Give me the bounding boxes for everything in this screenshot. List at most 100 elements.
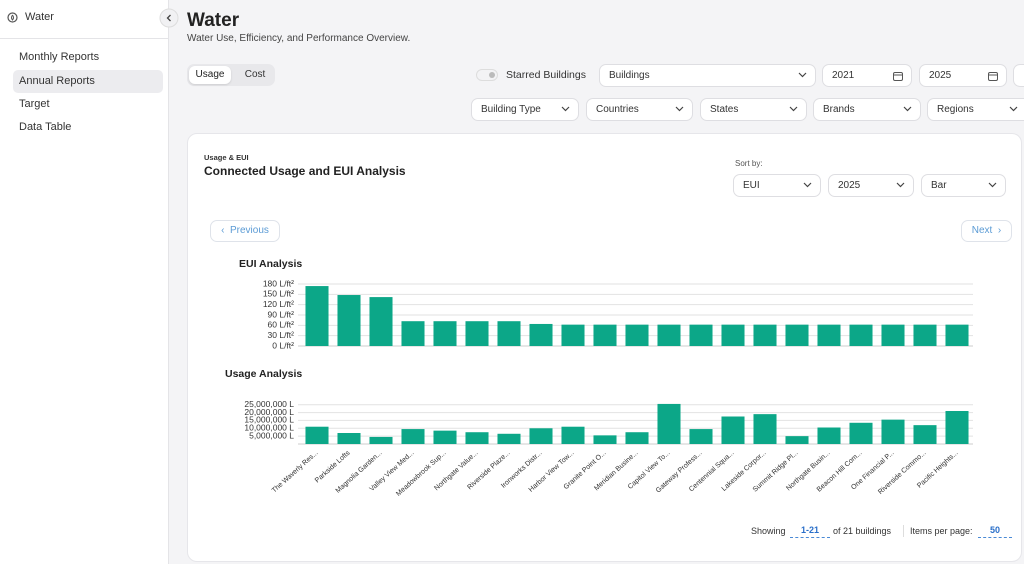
dropdown-text: Regions [937, 104, 974, 115]
bar [529, 323, 553, 346]
bar [881, 324, 905, 346]
dropdown-text: Building Type [481, 104, 541, 115]
y-tick-label: 60 L/ft² [268, 320, 295, 330]
bar [689, 429, 713, 444]
buildings-dropdown[interactable]: Buildings [599, 64, 816, 87]
y-tick-label: 10,000,000 L [244, 423, 294, 433]
pagination-total: of 21 buildings [833, 526, 892, 536]
y-tick-label: 25,000,000 L [244, 399, 294, 409]
bar [337, 295, 361, 346]
y-tick-label: 90 L/ft² [268, 309, 295, 319]
bar [657, 403, 681, 444]
separator [903, 525, 904, 537]
bar [433, 321, 457, 346]
bar [881, 419, 905, 444]
dropdown-text: Countries [596, 104, 639, 115]
bar [561, 324, 585, 346]
card-title: Connected Usage and EUI Analysis [204, 164, 406, 178]
bar [945, 411, 969, 444]
bar [625, 324, 649, 346]
y-tick-label: 5,000,000 L [249, 430, 294, 440]
bar [337, 433, 361, 444]
collapse-button[interactable] [159, 8, 179, 28]
dropdown-text: Brands [823, 104, 855, 115]
bar [817, 427, 841, 444]
chart-title: Usage Analysis [225, 368, 302, 380]
bar [401, 321, 425, 346]
bar [369, 436, 393, 444]
bar [465, 432, 489, 444]
card-eyebrow: Usage & EUI [204, 153, 249, 162]
page-title: Water [187, 10, 240, 31]
bar [945, 324, 969, 346]
bar [753, 324, 777, 346]
filter-dropdown[interactable]: Countries [586, 98, 693, 121]
end-year[interactable]: 2025 [919, 64, 1007, 87]
bar [849, 324, 873, 346]
nav-item[interactable]: Data Table [19, 121, 72, 133]
filter-button[interactable] [1013, 64, 1024, 87]
y-tick-label: 30 L/ft² [268, 330, 295, 340]
toggle-option[interactable]: Cost [244, 69, 266, 80]
bar [817, 324, 841, 346]
previous-button[interactable]: ‹ Previous [210, 220, 280, 242]
bar [305, 426, 329, 444]
bar [593, 324, 617, 346]
nav-item[interactable]: Target [19, 98, 50, 110]
bar [433, 430, 457, 444]
app-icon [7, 12, 18, 23]
chart-title: EUI Analysis [239, 258, 302, 270]
y-tick-label: 150 L/ft² [263, 289, 294, 299]
sort-dropdown[interactable]: 2025 [828, 174, 914, 197]
bar [305, 286, 329, 346]
start-year[interactable]: 2021 [822, 64, 912, 87]
dropdown-text: States [710, 104, 739, 115]
y-tick-label: 0 L/ft² [272, 340, 294, 350]
bar [785, 436, 809, 444]
sort-dropdown[interactable]: Bar [921, 174, 1006, 197]
bar [721, 416, 745, 444]
nav-item[interactable]: Monthly Reports [19, 51, 100, 63]
button-text: Previous [229, 225, 269, 236]
dropdown-text: 2021 [832, 70, 855, 81]
sort-label: Sort by: [735, 159, 763, 168]
toggle-option[interactable]: Usage [189, 66, 231, 84]
bar [497, 433, 521, 444]
x-tick-label: The Waverly Res... [271, 450, 320, 495]
y-tick-label: 20,000,000 L [244, 407, 294, 417]
bar [497, 321, 521, 346]
filter-dropdown[interactable]: Building Type [471, 98, 579, 121]
dropdown-text: 2025 [929, 70, 952, 81]
starred-switch[interactable] [476, 69, 498, 81]
dropdown-text: 2025 [838, 180, 861, 191]
button-text: Next [971, 225, 993, 236]
filter-dropdown[interactable]: States [700, 98, 807, 121]
sort-dropdown[interactable]: EUI [733, 174, 821, 197]
filter-dropdown[interactable]: Regions [927, 98, 1024, 121]
next-button[interactable]: Next › [961, 220, 1012, 242]
nav-item[interactable]: Annual Reports [13, 70, 163, 93]
chart-card: Usage & EUI Connected Usage and EUI Anal… [187, 133, 1022, 562]
bar [785, 324, 809, 346]
dropdown-text: EUI [743, 180, 760, 191]
filter-dropdown[interactable]: Brands [813, 98, 921, 121]
bar [753, 414, 777, 444]
starred-label: Starred Buildings [506, 69, 586, 81]
bar [561, 426, 585, 444]
bar [913, 425, 937, 444]
bar [401, 429, 425, 444]
dropdown-text: Buildings [609, 70, 650, 81]
bar [657, 324, 681, 346]
dropdown-text: Bar [931, 180, 947, 191]
bar [529, 428, 553, 444]
page-subtitle: Water Use, Efficiency, and Performance O… [187, 33, 411, 44]
bar [913, 324, 937, 346]
items-per-page[interactable]: 50 [978, 525, 1012, 538]
bar [849, 422, 873, 444]
sidebar: Water Monthly Reports Annual Reports Tar… [0, 0, 169, 564]
pagination-range[interactable]: 1-21 [790, 525, 830, 538]
items-label: Items per page: [910, 526, 973, 536]
bar [625, 432, 649, 444]
